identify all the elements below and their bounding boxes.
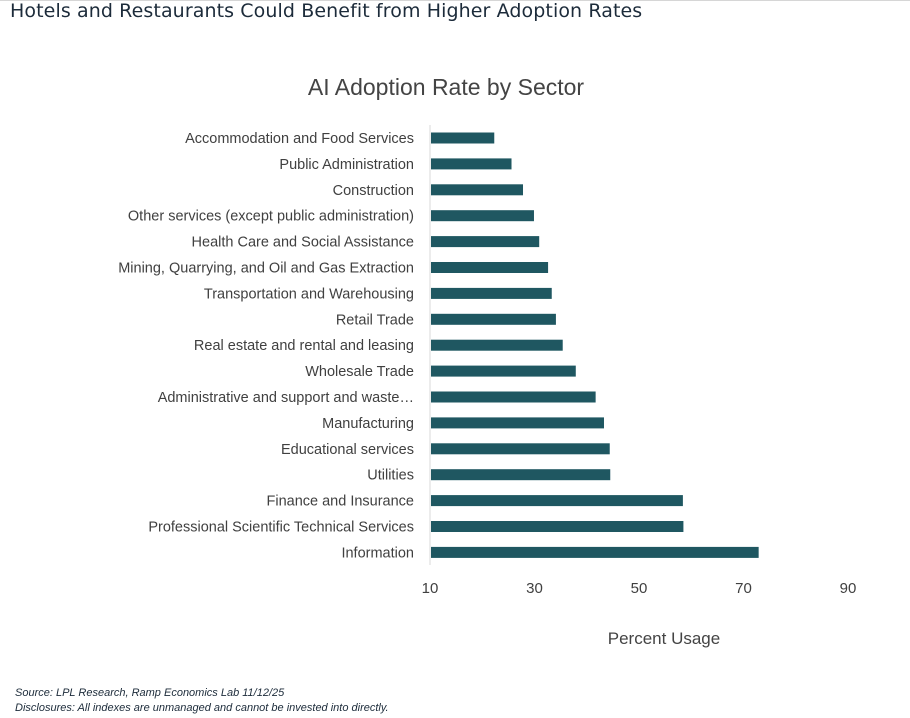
bars-layer <box>431 132 759 558</box>
category-label: Public Administration <box>279 157 414 173</box>
chart-title: AI Adoption Rate by Sector <box>308 74 585 100</box>
category-labels: Accommodation and Food Services Public Ad… <box>118 131 414 561</box>
bar <box>431 339 563 351</box>
bar <box>431 521 684 532</box>
x-tick-label: 70 <box>735 580 752 597</box>
bar <box>431 132 495 144</box>
category-label: Administrative and support and waste… <box>158 390 414 406</box>
category-label: Educational services <box>281 442 414 458</box>
bar <box>431 469 611 481</box>
bar <box>431 417 604 429</box>
x-axis-label: Percent Usage <box>608 629 720 648</box>
bar <box>431 495 683 507</box>
category-label: Transportation and Warehousing <box>204 286 414 302</box>
category-label: Real estate and rental and leasing <box>194 338 414 354</box>
x-tick-labels: 10 30 50 70 90 <box>422 580 857 597</box>
category-label: Information <box>341 545 414 561</box>
disclosure-note: Disclosures: All indexes are unmanaged a… <box>15 702 389 714</box>
bar <box>431 365 576 377</box>
bar <box>431 210 534 222</box>
category-label: Other services (except public administra… <box>128 209 414 225</box>
category-label: Manufacturing <box>322 416 414 432</box>
category-label: Health Care and Social Assistance <box>192 235 414 251</box>
category-label: Finance and Insurance <box>266 494 414 510</box>
category-label: Utilities <box>367 468 414 484</box>
bar <box>431 391 596 403</box>
x-tick-label: 30 <box>526 580 543 597</box>
category-label: Retail Trade <box>336 312 414 328</box>
bar <box>431 158 512 170</box>
bar <box>431 262 549 273</box>
bar <box>431 287 552 299</box>
bar <box>431 236 540 248</box>
bar <box>431 546 759 558</box>
source-note: Source: LPL Research, Ramp Economics Lab… <box>15 687 285 699</box>
bar <box>431 443 610 455</box>
x-tick-label: 50 <box>631 580 648 597</box>
bar <box>431 184 524 196</box>
category-label: Accommodation and Food Services <box>185 131 414 147</box>
x-tick-label: 10 <box>422 580 439 597</box>
top-rule <box>0 0 910 1</box>
category-label: Professional Scientific Technical Servic… <box>148 520 414 536</box>
category-label: Wholesale Trade <box>305 364 414 380</box>
bar <box>431 313 556 325</box>
page-headline: Hotels and Restaurants Could Benefit fro… <box>10 0 643 22</box>
category-label: Construction <box>333 183 414 199</box>
category-label: Mining, Quarrying, and Oil and Gas Extra… <box>118 261 414 277</box>
x-tick-label: 90 <box>840 580 857 597</box>
